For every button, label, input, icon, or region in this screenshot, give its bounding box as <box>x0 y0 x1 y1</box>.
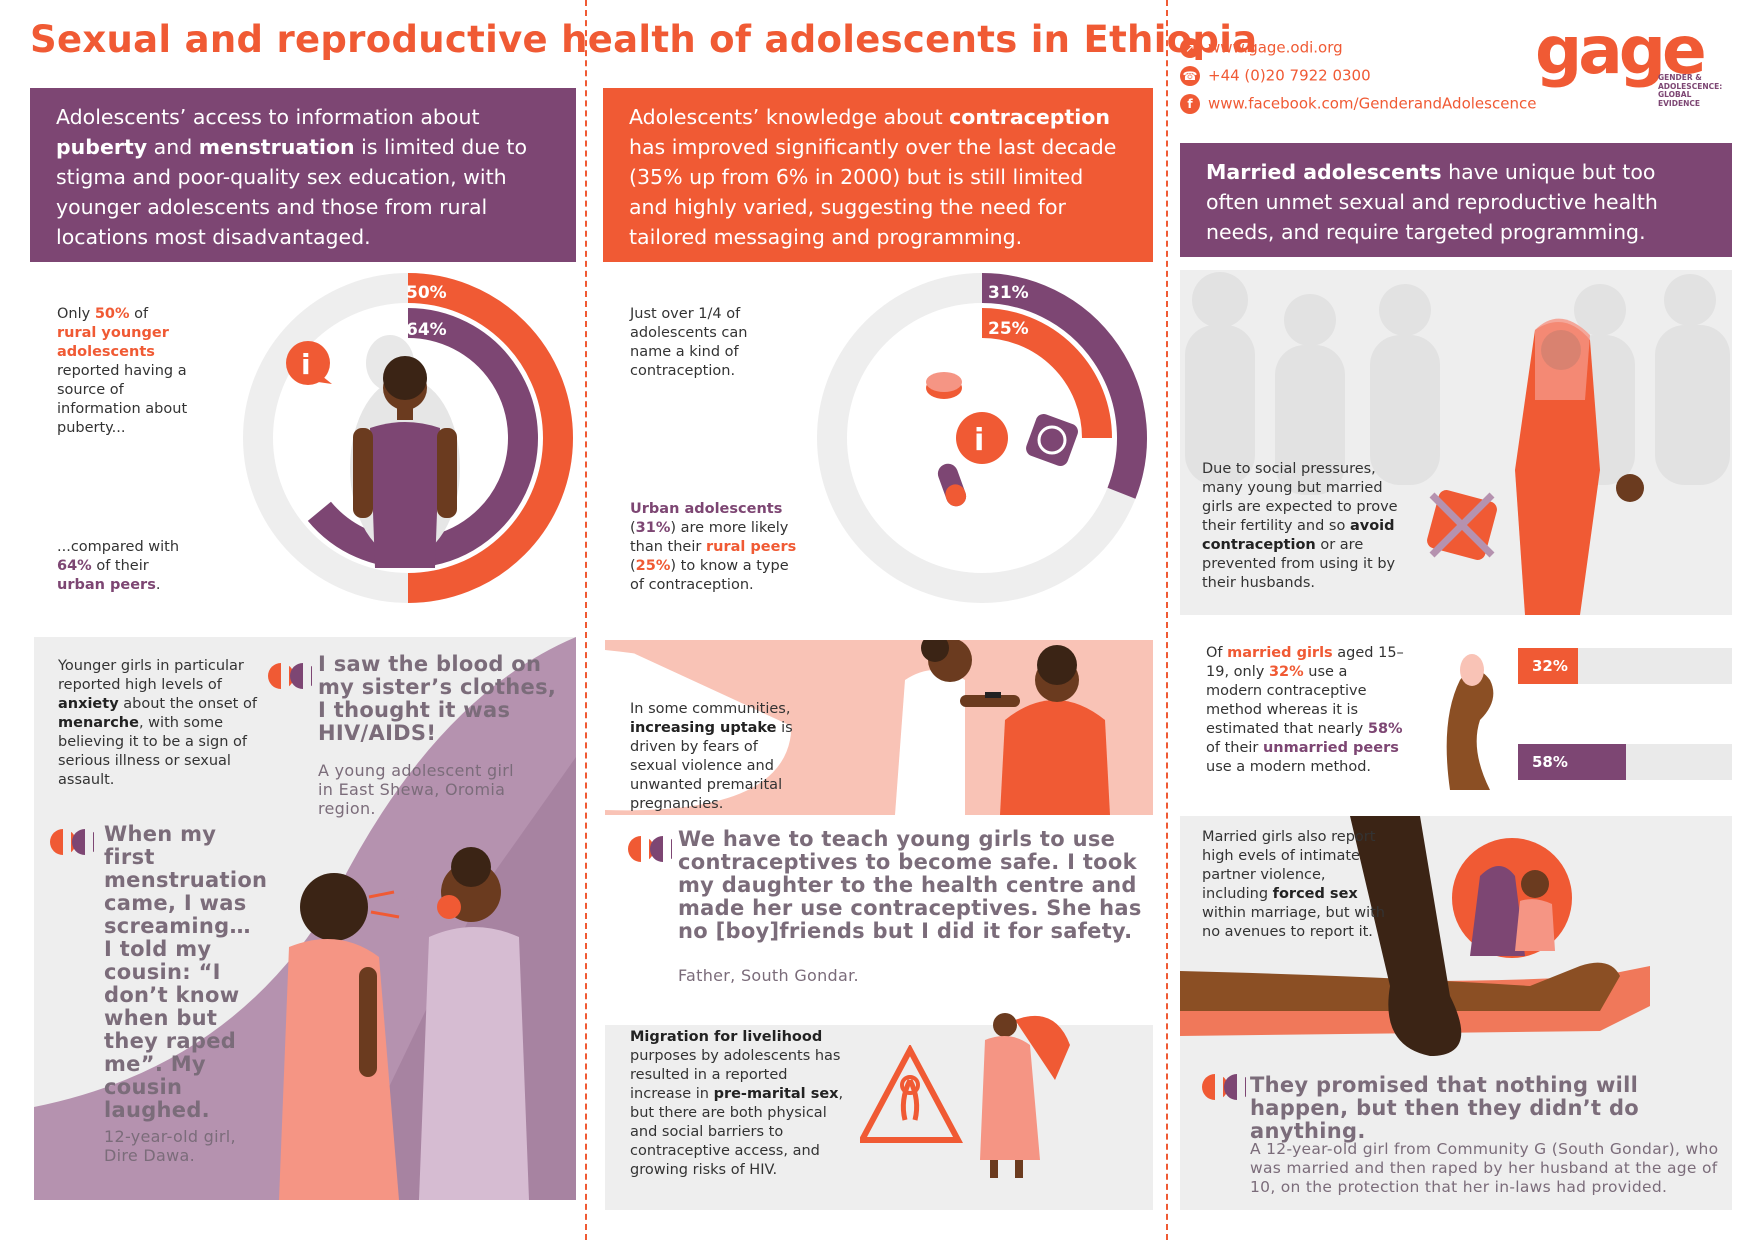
stat-rural-puberty: Only 50% of rural younger adolescents re… <box>57 306 188 436</box>
anxiety-text: Younger girls in particular reported hig… <box>58 658 257 788</box>
stat-urban-rural-contraception: Urban adolescents (31%) are more likely … <box>630 501 797 593</box>
logo-word: gage <box>1535 12 1707 89</box>
quote-father-source: Father, South Gondar. <box>678 966 859 985</box>
migrant-girl-illustration <box>980 1013 1070 1178</box>
ring-rural-50 <box>407 273 573 603</box>
violence-panel: Married girls also report high evels of … <box>1180 816 1732 1210</box>
banner-puberty: Adolescents’ access to information about… <box>30 88 576 262</box>
facebook-icon: f <box>1180 94 1200 114</box>
phone-icon: ☎ <box>1180 66 1200 86</box>
quote-mark-icon <box>628 832 672 866</box>
menarche-panel: Younger girls in particular reported hig… <box>34 637 576 1200</box>
ring-inner-label: 64% <box>406 320 447 340</box>
two-girls-illustration <box>279 847 529 1200</box>
web-icon: ↗ <box>1180 38 1200 58</box>
quote-promised: They promised that nothing will happen, … <box>1250 1073 1640 1143</box>
svg-text:i: i <box>301 348 311 381</box>
page-title: Sexual and reproductive health of adoles… <box>30 18 1258 61</box>
quote-mark-icon <box>1202 1070 1246 1104</box>
gage-logo: gage GENDER & ADOLESCENCE: GLOBAL EVIDEN… <box>1535 16 1735 116</box>
stat-urban-puberty: ...compared with 64% of their urban peer… <box>57 539 180 593</box>
contact-facebook[interactable]: f www.facebook.com/GenderandAdolescence <box>1180 94 1536 114</box>
quote-mark-icon <box>50 825 94 859</box>
ring-inner-label: 25% <box>988 319 1029 339</box>
puberty-ring-chart: 50% 64% i <box>243 273 573 603</box>
quote-father: We have to teach young girls to use cont… <box>678 827 1142 943</box>
quote-mark-icon <box>268 659 312 693</box>
no-contraception-icon <box>1427 490 1497 560</box>
condom-icon <box>1026 414 1078 466</box>
quote-promised-source: A 12-year-old girl from Community G (Sou… <box>1250 1140 1719 1196</box>
capsule-icon <box>937 463 967 507</box>
migration-text: Migration for livelihood purposes by ado… <box>630 1029 844 1178</box>
ring-outer-label: 31% <box>988 283 1029 303</box>
ring-outer-label: 50% <box>406 283 447 303</box>
contact-website[interactable]: ↗ www.gage.odi.org <box>1180 38 1343 58</box>
bar-unmarried-58: 58% <box>1518 744 1626 780</box>
quote-blood: I saw the blood on my sister’s clothes, … <box>318 652 557 745</box>
contact-phone[interactable]: ☎ +44 (0)20 7922 0300 <box>1180 66 1371 86</box>
crowd-silhouettes <box>1185 272 1730 615</box>
hiv-warning-icon <box>860 1045 963 1143</box>
health-centre-illustration <box>605 640 1153 815</box>
pill-icon <box>926 372 962 399</box>
logo-tagline: GENDER & ADOLESCENCE: GLOBAL EVIDENCE <box>1658 73 1723 108</box>
pill-hand-illustration <box>1446 654 1494 790</box>
girl-illustration <box>350 335 460 568</box>
info-icon: i <box>286 341 332 385</box>
uptake-text: In some communities, increasing uptake i… <box>630 701 793 812</box>
column-divider <box>1166 0 1168 1240</box>
banner-married: Married adolescents have unique but too … <box>1180 143 1732 257</box>
violence-text: Married girls also report high evels of … <box>1202 829 1385 940</box>
violence-illustration <box>1180 816 1650 1056</box>
social-pressure-panel: Due to social pressures, many young but … <box>1180 270 1732 615</box>
banner-contraception: Adolescents’ knowledge about contracepti… <box>603 88 1153 262</box>
ring-urban-31 <box>981 273 1147 499</box>
column-divider <box>585 0 587 1240</box>
svg-text:i: i <box>974 423 984 458</box>
info-icon: i <box>956 412 1008 464</box>
contraception-ring-chart: 31% 25% i <box>817 273 1147 603</box>
quote-menstruation: When my first menstruation came, I was s… <box>104 822 268 1122</box>
ring-rural-25 <box>981 308 1112 439</box>
pressure-text: Due to social pressures, many young but … <box>1202 461 1398 591</box>
quote-menstruation-source: 12-year-old girl, Dire Dawa. <box>104 1127 236 1165</box>
quote-blood-source: A young adolescent girl in East Shewa, O… <box>318 761 514 818</box>
bar-married-32: 32% <box>1518 648 1578 684</box>
married-contraception-text: Of married girls aged 15–19, only 32% us… <box>1206 645 1404 775</box>
stat-contraception-name: Just over 1/4 of adolescents can name a … <box>630 306 748 379</box>
